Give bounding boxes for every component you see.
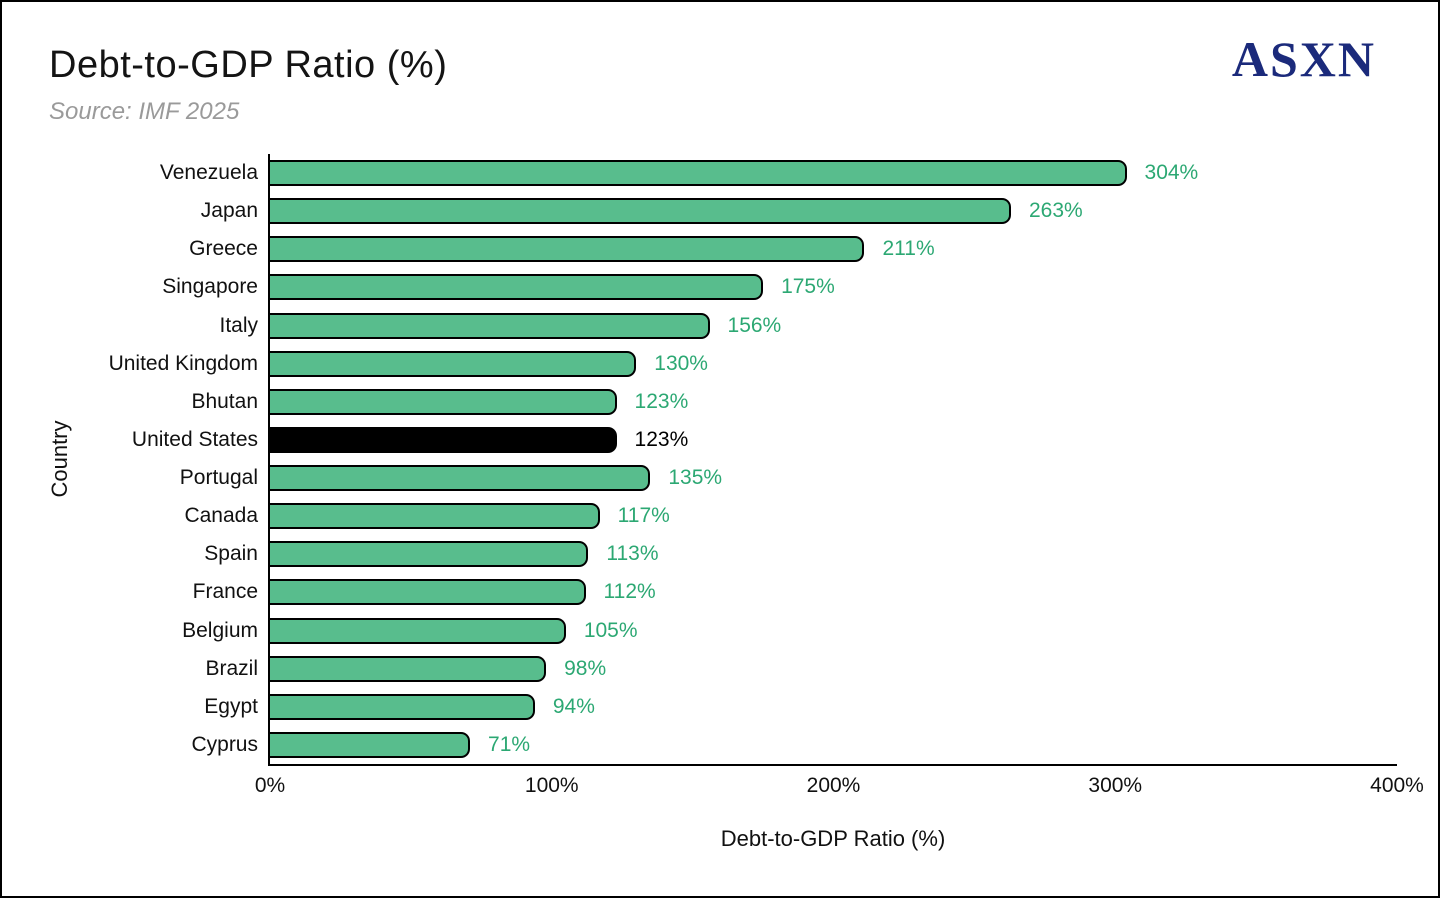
value-label-venezuela: 304% [1144,161,1199,184]
category-label-belgium: Belgium [182,618,258,642]
value-label-japan: 263% [1029,199,1083,223]
value-label-italy: 156% [727,313,782,337]
value-label-greece: 211% [882,237,935,261]
category-label-italy: Italy [219,313,258,337]
category-label-venezuela: Venezuela [159,161,258,184]
value-label-singapore: 175% [781,275,835,299]
category-label-france: France [192,580,258,604]
category-label-egypt: Egypt [204,694,258,718]
bar-cyprus [270,731,471,758]
value-label-united-states: 123% [634,427,689,451]
category-label-bhutan: Bhutan [191,389,258,413]
y-axis-line [268,154,270,766]
bar-venezuela [270,160,1127,187]
category-label-spain: Spain [204,542,258,566]
bar-italy [270,312,710,339]
category-label-japan: Japan [200,199,258,223]
category-label-canada: Canada [184,504,258,528]
category-label-portugal: Portugal [179,466,258,489]
bar-brazil [270,655,547,682]
bar-bhutan [270,388,617,415]
category-label-cyprus: Cyprus [191,732,258,756]
chart-title: Debt-to-GDP Ratio (%) [49,44,448,86]
value-label-portugal: 135% [668,466,723,489]
value-label-bhutan: 123% [634,389,689,413]
x-tick-label-400: 400% [1370,774,1424,797]
value-label-cyprus: 71% [488,732,531,756]
bar-portugal [270,465,651,492]
bar-united-states [270,426,617,453]
value-label-canada: 117% [617,504,670,528]
bar-egypt [270,693,535,720]
value-label-united-kingdom: 130% [654,351,708,375]
bar-belgium [270,617,566,644]
bar-france [270,579,586,606]
value-label-brazil: 98% [564,656,607,680]
category-label-brazil: Brazil [205,656,258,680]
x-tick-label-0: 0% [254,774,286,797]
x-tick-label-200: 200% [806,774,861,797]
bar-japan [270,198,1011,225]
category-label-united-kingdom: United Kingdom [108,351,258,375]
bar-singapore [270,274,764,301]
category-label-united-states: United States [131,427,258,451]
x-tick-label-300: 300% [1088,774,1143,797]
x-axis-title: Debt-to-GDP Ratio (%) [720,826,946,851]
x-tick-label-100: 100% [524,774,579,797]
bar-canada [270,503,600,530]
category-label-greece: Greece [189,237,258,261]
category-label-singapore: Singapore [162,275,258,299]
bar-greece [270,236,865,263]
value-label-belgium: 105% [583,618,638,642]
plot-area: 304% 263% 211% 175% 156% 130% 123% 123% 135% 117%… [270,154,1397,764]
bar-spain [270,541,589,568]
value-label-france: 112% [603,580,656,604]
value-label-egypt: 94% [552,694,595,718]
asxn-logo: ASXN [1231,31,1376,87]
chart-subtitle: Source: IMF 2025 [49,98,240,125]
value-label-spain: 113% [606,542,659,566]
bar-united-kingdom [270,350,637,377]
x-axis-line [268,764,1397,766]
